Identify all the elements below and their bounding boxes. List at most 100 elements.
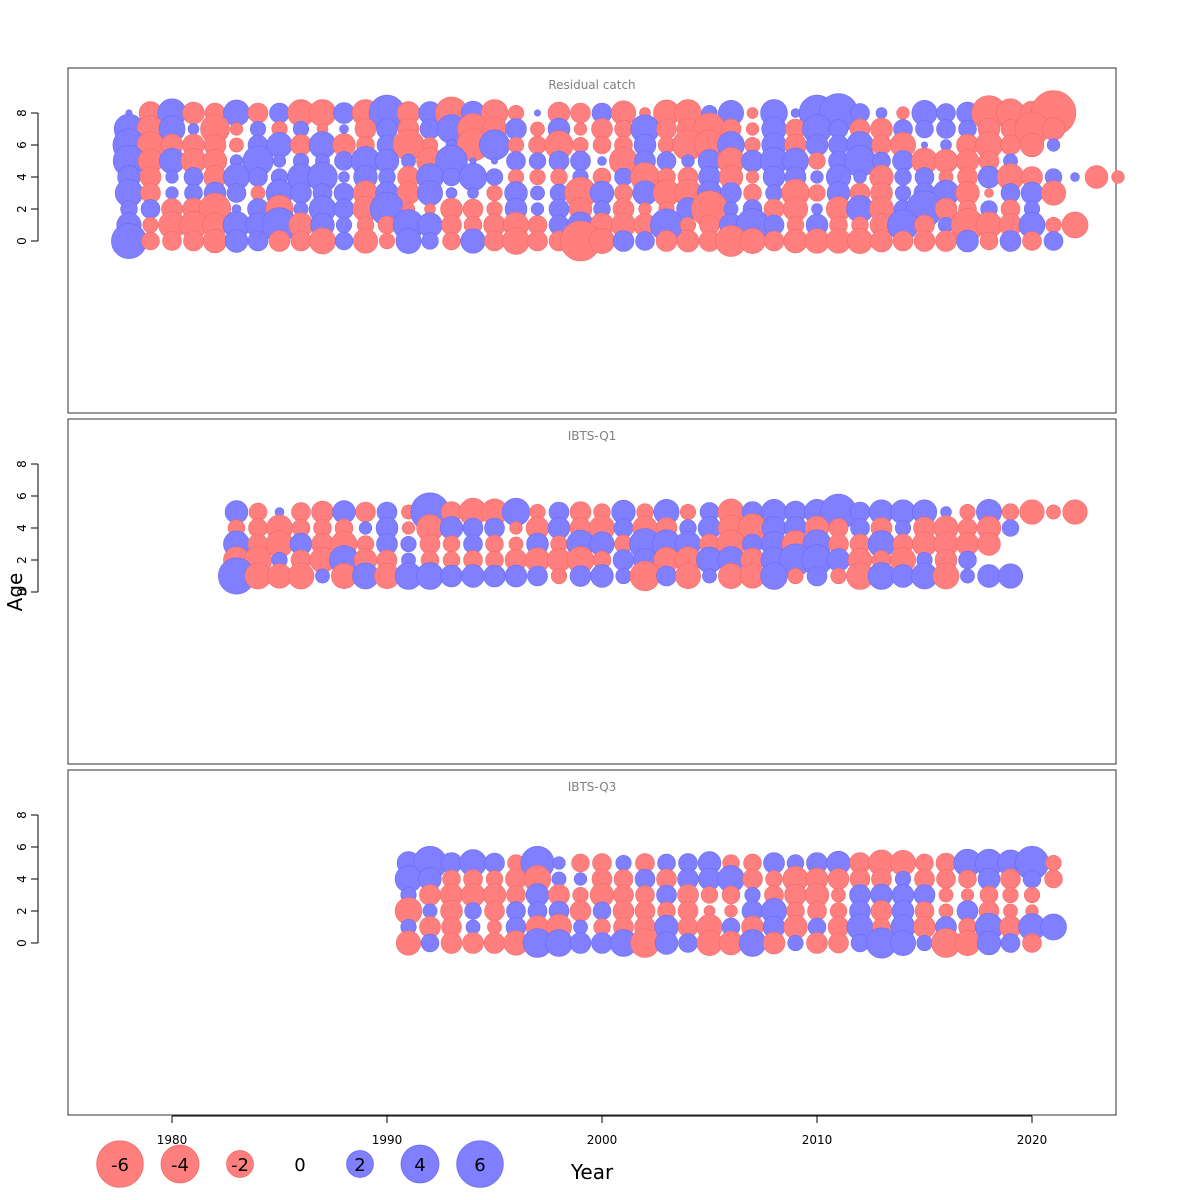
residual-bubble	[890, 930, 916, 956]
residual-bubble	[509, 521, 523, 535]
y-axis-label: Age	[3, 573, 27, 612]
residual-bubble	[629, 560, 661, 592]
y-tick-label: 8	[15, 460, 29, 468]
residual-bubble	[808, 152, 826, 170]
residual-bubble	[656, 151, 677, 171]
residual-bubble	[806, 565, 828, 587]
residual-bubble	[783, 228, 808, 254]
panels-group: Residual catch 0 2 4 6 8 IBTS-Q1 0 2 4 6 8 IBTS-Q3 0 2…	[15, 67, 1125, 1116]
residual-bubble	[358, 521, 373, 535]
legend-bubble	[346, 1150, 374, 1178]
residual-bubble	[334, 151, 354, 171]
residual-bubble	[745, 122, 760, 136]
y-tick-label: 8	[15, 109, 29, 117]
panel-title: IBTS-Q3	[568, 780, 617, 794]
residual-bubble	[165, 186, 179, 200]
residual-bubble	[530, 185, 545, 201]
x-tick-label: 2000	[587, 1133, 618, 1147]
residual-bubble	[491, 157, 498, 165]
residual-bubble	[1023, 886, 1041, 904]
residual-bubble	[573, 872, 588, 886]
residual-bubble	[527, 230, 548, 252]
y-tick-label: 4	[15, 524, 29, 532]
residual-bubble	[1046, 504, 1061, 520]
residual-bubble	[615, 854, 632, 872]
residual-bubble	[1019, 132, 1045, 158]
residual-bubble	[569, 900, 592, 922]
residual-bubble	[338, 171, 350, 183]
residual-bubble	[248, 167, 268, 187]
residual-bubble	[828, 932, 849, 954]
residual-bubble	[612, 549, 635, 571]
residual-bubble	[422, 903, 438, 919]
residual-bubble	[395, 228, 422, 254]
residual-bubble	[913, 230, 936, 252]
residual-bubble	[913, 915, 936, 939]
residual-bubble	[724, 904, 738, 918]
residual-bubble	[395, 930, 422, 956]
residual-bubble	[933, 148, 959, 174]
residual-bubble	[811, 203, 823, 215]
residual-bubble	[635, 231, 655, 251]
residual-bubble	[461, 564, 485, 588]
residual-bubble	[421, 232, 439, 250]
residual-bubble	[187, 123, 200, 135]
legend-bubble	[226, 1150, 254, 1178]
residual-bubble	[830, 567, 847, 585]
residual-bubble	[894, 519, 912, 537]
residual-bubble	[875, 107, 888, 119]
legend-label: 0	[294, 1155, 305, 1176]
panel-title: Residual catch	[548, 78, 635, 92]
residual-bubble	[529, 168, 546, 186]
residual-bubble	[552, 856, 566, 870]
residual-bubble	[655, 230, 678, 252]
legend-bubble	[96, 1140, 144, 1188]
residual-bubble	[738, 929, 767, 957]
residual-bubble	[378, 232, 396, 250]
residual-bubble	[507, 136, 525, 154]
panel: Residual catch 0 2 4 6 8	[15, 67, 1125, 414]
residual-bubble	[1084, 165, 1109, 189]
residual-bubble	[958, 550, 977, 570]
residual-bubble	[269, 102, 290, 124]
residual-bubble	[999, 230, 1022, 252]
residual-bubble	[938, 887, 954, 903]
residual-bubble	[654, 931, 679, 955]
residual-bubble	[290, 182, 312, 204]
residual-bubble	[977, 532, 1001, 556]
residual-bubble	[746, 107, 759, 119]
residual-bubble	[700, 886, 719, 904]
residual-bubble	[416, 562, 444, 590]
residual-bubble	[550, 168, 568, 186]
residual-bubble	[678, 933, 698, 953]
residual-bubble	[315, 568, 330, 584]
residual-bubble	[681, 154, 695, 168]
residual-bubble	[1062, 499, 1088, 525]
residual-bubble	[573, 122, 588, 136]
residual-bubble	[1061, 211, 1089, 239]
residual-bubble	[591, 932, 613, 954]
residual-bubble	[763, 230, 785, 252]
residual-bubble	[894, 184, 912, 202]
residual-bubble	[787, 567, 804, 585]
residual-bubble	[229, 137, 244, 153]
residual-bubble	[570, 102, 591, 124]
y-tick-label: 4	[15, 875, 29, 883]
x-tick-label: 2020	[1017, 1133, 1048, 1147]
residual-bubble	[527, 565, 548, 587]
legend-label: -2	[231, 1155, 249, 1176]
y-tick-label: 2	[15, 907, 29, 915]
residual-bubble	[915, 119, 934, 139]
residual-bubble	[1002, 886, 1019, 904]
residual-bubble	[548, 150, 570, 172]
residual-bubble	[572, 136, 589, 154]
panel-frame	[67, 418, 1117, 765]
residual-bubble	[597, 156, 607, 166]
residual-bubble	[1041, 117, 1066, 141]
residual-bubble	[960, 888, 975, 902]
residual-bubble	[502, 227, 530, 255]
residual-bubble	[333, 198, 355, 220]
residual-bubble	[745, 170, 760, 184]
residual-bubble	[570, 150, 591, 172]
